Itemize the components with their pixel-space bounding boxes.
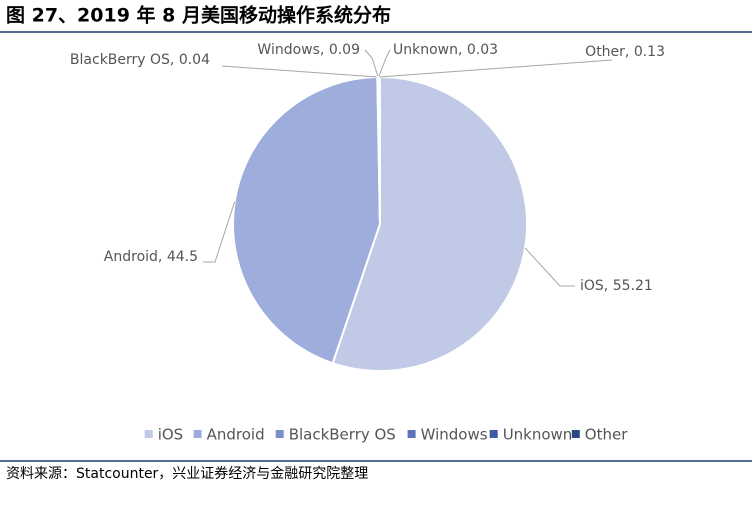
- legend-label: Windows: [421, 426, 488, 444]
- legend-swatch: [275, 430, 284, 438]
- data-label: BlackBerry OS, 0.04: [70, 52, 210, 68]
- leader-line: [379, 59, 613, 78]
- pie-slice: [377, 75, 381, 225]
- leader-line: [221, 65, 378, 78]
- legend-label: iOS: [158, 426, 184, 444]
- legend-swatch: [407, 430, 416, 438]
- legend-swatch: [489, 430, 498, 438]
- data-label: Unknown, 0.03: [393, 42, 498, 58]
- legend-label: Android: [207, 426, 265, 444]
- legend-swatch: [571, 430, 580, 438]
- legend-label: Other: [585, 426, 628, 444]
- data-label: Windows, 0.09: [257, 42, 360, 58]
- source-note: 资料来源：Statcounter，兴业证券经济与金融研究院整理: [6, 466, 368, 482]
- pie-slice: [232, 76, 382, 365]
- data-label: Other, 0.13: [585, 44, 665, 60]
- legend-label: BlackBerry OS: [289, 426, 396, 444]
- data-label: Android, 44.5: [104, 249, 198, 265]
- legend-swatch: [193, 430, 202, 438]
- leader-line: [203, 201, 236, 263]
- leader-line: [524, 247, 575, 287]
- chart-title: 图 27、2019 年 8 月美国移动操作系统分布: [6, 4, 391, 27]
- data-label: iOS, 55.21: [580, 278, 653, 294]
- legend-label: Unknown: [503, 426, 573, 444]
- legend-swatch: [144, 430, 153, 438]
- leader-line: [378, 49, 391, 78]
- pie-slice: [331, 75, 528, 372]
- leader-line: [364, 49, 379, 78]
